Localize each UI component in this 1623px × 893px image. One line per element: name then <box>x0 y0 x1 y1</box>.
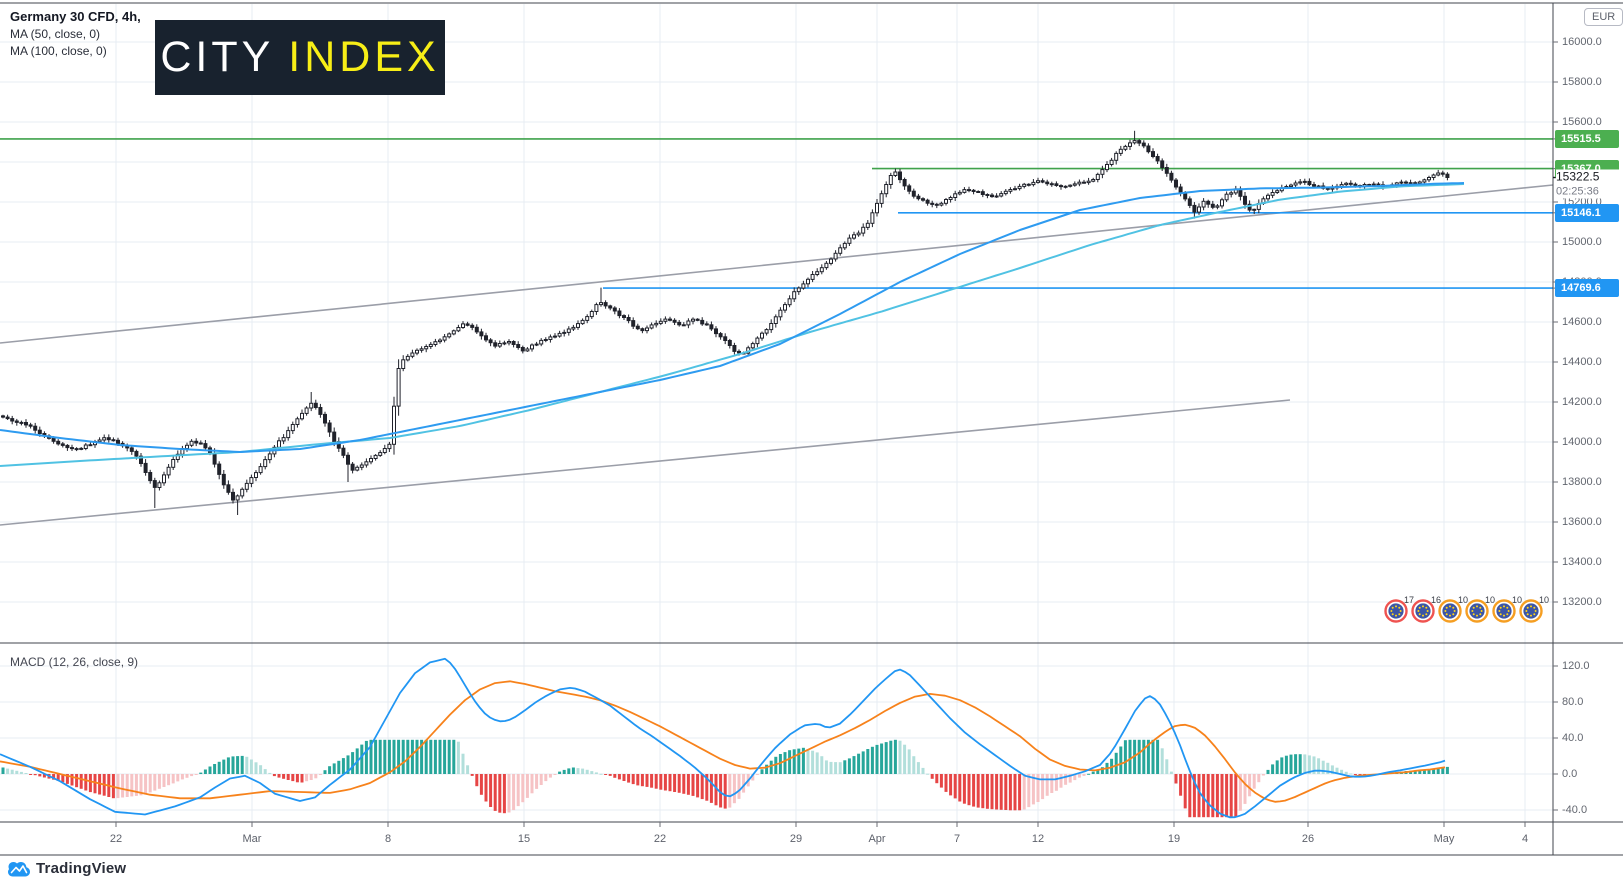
macd-tick-label: 40.0 <box>1562 732 1584 744</box>
brand-word-city: CITY <box>160 33 275 81</box>
price-tick-label: 13400.0 <box>1562 556 1602 568</box>
price-tick-label: 15800.0 <box>1562 76 1602 88</box>
economic-event-icon[interactable]: 10 <box>1519 595 1549 624</box>
ma100-line[interactable] <box>0 183 1465 467</box>
macd-tick-label: 80.0 <box>1562 696 1584 708</box>
date-tick-label: 26 <box>1301 833 1315 845</box>
price-tick-label: 15000.0 <box>1562 236 1602 248</box>
price-level-badge: 15515.5 <box>1555 129 1619 148</box>
date-tick-label: Apr <box>868 833 886 845</box>
legend-ma50[interactable]: MA (50, close, 0) <box>10 27 101 41</box>
economic-event-icon[interactable]: 10 <box>1438 595 1468 624</box>
macd-pane[interactable] <box>0 657 1449 819</box>
price-tick-label: 14200.0 <box>1562 396 1602 408</box>
date-tick-label: 22 <box>109 833 123 845</box>
price-tick-label: 16000.0 <box>1562 36 1602 48</box>
macd-signal-line <box>0 680 1446 803</box>
currency-badge: EUR <box>1584 8 1623 26</box>
date-tick-label: May <box>1433 833 1455 845</box>
candlestick-series[interactable] <box>1 130 1450 515</box>
price-tick-label: 14600.0 <box>1562 316 1602 328</box>
bar-countdown: 02:25:36 <box>1556 185 1599 197</box>
trendline[interactable] <box>0 184 1553 344</box>
event-count: 10 <box>1538 595 1549 605</box>
economic-event-icon[interactable]: 10 <box>1465 595 1495 624</box>
date-tick-label: 7 <box>953 833 961 845</box>
price-level-badge: 15146.1 <box>1555 203 1619 222</box>
tradingview-attribution[interactable]: TradingView <box>8 860 126 877</box>
ma50-line[interactable] <box>0 182 1465 453</box>
date-tick-label: 8 <box>384 833 392 845</box>
event-count: 10 <box>1457 595 1468 605</box>
date-tick-label: Mar <box>242 833 262 845</box>
price-tick-label: 14000.0 <box>1562 436 1602 448</box>
price-tick-label: 13600.0 <box>1562 516 1602 528</box>
macd-tick-label: 0.0 <box>1562 768 1578 780</box>
economic-event-icon[interactable]: 10 <box>1492 595 1522 624</box>
macd-tick-label: 120.0 <box>1562 660 1590 672</box>
price-tick-label: 15600.0 <box>1562 116 1602 128</box>
event-count: 16 <box>1430 595 1441 605</box>
main-pane[interactable] <box>0 130 1553 526</box>
macd-main-line <box>0 657 1446 819</box>
tradingview-text: TradingView <box>36 860 127 877</box>
symbol-title[interactable]: Germany 30 CFD, 4h, <box>10 9 141 24</box>
last-price-label: 15322.5 02:25:36 <box>1556 169 1622 198</box>
price-tick-label: 13800.0 <box>1562 476 1602 488</box>
price-tick-label: 14400.0 <box>1562 356 1602 368</box>
date-tick-label: 19 <box>1167 833 1181 845</box>
city-index-logo: CITY INDEX <box>155 20 445 95</box>
date-tick-label: 4 <box>1521 833 1529 845</box>
tradingview-icon <box>8 861 30 876</box>
macd-tick-label: -40.0 <box>1562 804 1588 816</box>
chart-legend: Germany 30 CFD, 4h, MA (50, close, 0) MA… <box>10 8 141 60</box>
brand-word-index: INDEX <box>288 33 440 81</box>
macd-indicator-label[interactable]: MACD (12, 26, close, 9) <box>10 655 139 669</box>
economic-event-icon[interactable]: 17 <box>1384 595 1414 624</box>
date-tick-label: 12 <box>1031 833 1045 845</box>
price-tick-label: 13200.0 <box>1562 596 1602 608</box>
trendline[interactable] <box>0 399 1291 526</box>
event-count: 10 <box>1484 595 1495 605</box>
economic-event-icon[interactable]: 16 <box>1411 595 1441 624</box>
date-tick-label: 15 <box>517 833 531 845</box>
date-tick-label: 22 <box>653 833 667 845</box>
event-count: 17 <box>1403 595 1414 605</box>
last-price-value: 15322.5 <box>1556 169 1600 183</box>
legend-ma100[interactable]: MA (100, close, 0) <box>10 44 107 58</box>
event-count: 10 <box>1511 595 1522 605</box>
date-tick-label: 29 <box>789 833 803 845</box>
price-level-badge: 14769.6 <box>1555 279 1619 298</box>
macd-histogram <box>1 739 1449 818</box>
